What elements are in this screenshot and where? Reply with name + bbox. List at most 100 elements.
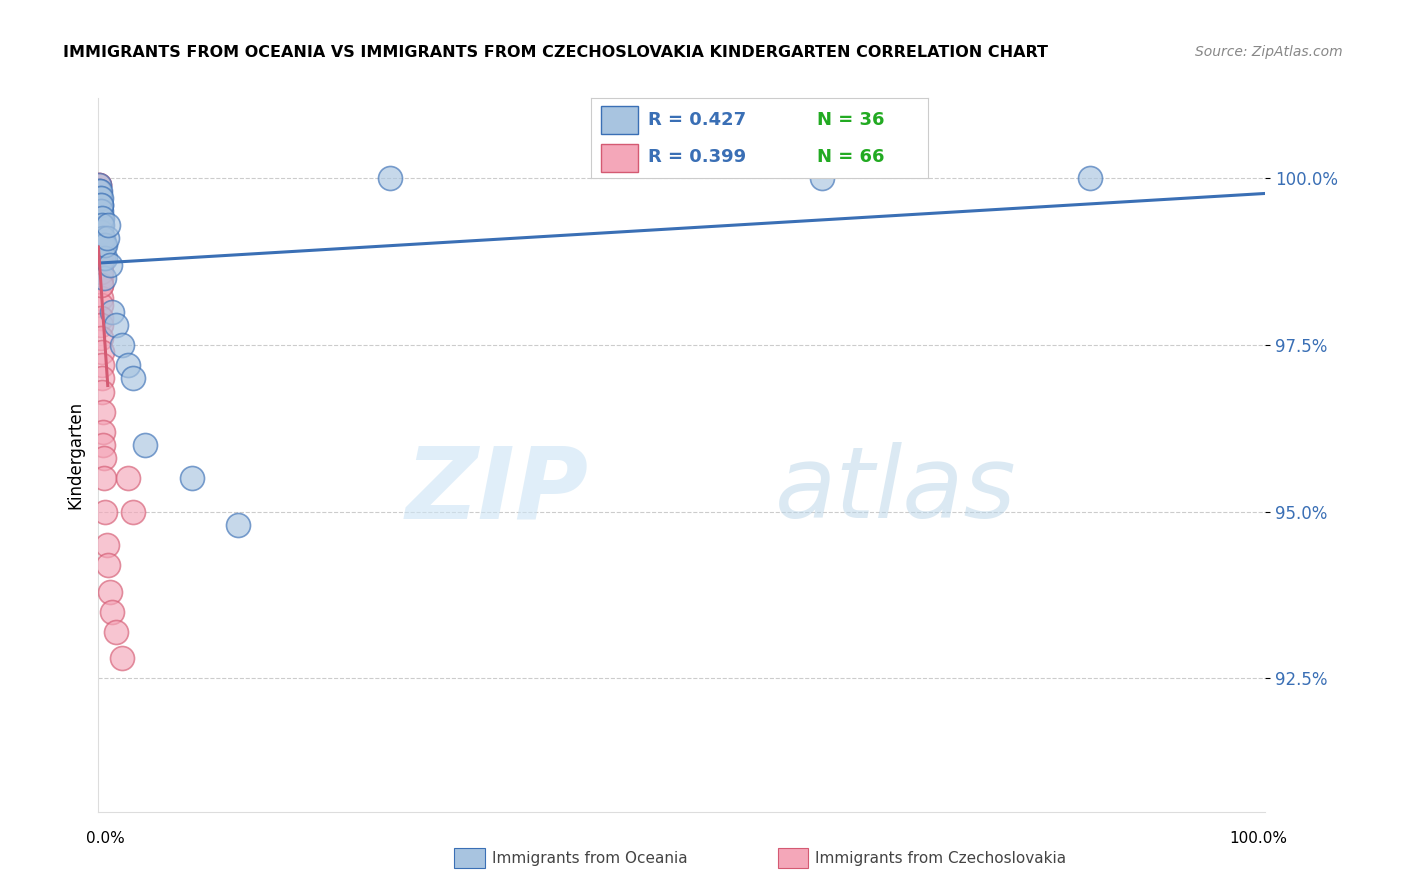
Point [94, 251, 117, 265]
Point [104, 624, 127, 639]
Point [89, 264, 111, 278]
Point [93, 451, 115, 466]
Point [94, 505, 117, 519]
Point [87, 178, 110, 192]
Point [89, 211, 111, 226]
Point [134, 438, 156, 452]
Point [90, 251, 112, 265]
Point [1080, 171, 1102, 186]
Point [89, 258, 111, 272]
Point [91, 404, 114, 418]
Point [90, 218, 112, 232]
Point [87, 185, 110, 199]
Point [90, 291, 112, 305]
Point [89, 198, 111, 212]
Point [91, 231, 114, 245]
Point [90, 237, 112, 252]
Point [90, 311, 112, 326]
Point [89, 185, 111, 199]
Text: R = 0.427: R = 0.427 [648, 111, 747, 128]
Point [93, 471, 115, 485]
Text: 100.0%: 100.0% [1229, 831, 1288, 846]
Point [89, 191, 111, 205]
Point [89, 251, 111, 265]
Point [87, 198, 110, 212]
Point [89, 237, 111, 252]
Text: N = 66: N = 66 [817, 148, 884, 166]
Point [97, 558, 120, 572]
Point [89, 258, 111, 272]
Point [180, 471, 202, 485]
Point [89, 198, 111, 212]
Point [90, 331, 112, 345]
Text: ZIP: ZIP [405, 442, 589, 539]
Point [89, 218, 111, 232]
Point [89, 191, 111, 205]
Point [90, 211, 112, 226]
Point [89, 204, 111, 219]
Point [89, 225, 111, 239]
Point [89, 185, 111, 199]
Point [101, 605, 124, 619]
Point [101, 304, 124, 318]
Point [89, 198, 111, 212]
Point [89, 251, 111, 265]
Point [89, 204, 111, 219]
Point [90, 191, 112, 205]
Point [91, 438, 114, 452]
Point [89, 218, 111, 232]
Text: N = 36: N = 36 [817, 111, 884, 128]
Point [90, 318, 112, 332]
Point [89, 198, 111, 212]
Point [89, 218, 111, 232]
Point [104, 318, 127, 332]
Point [87, 185, 110, 199]
Point [117, 358, 139, 372]
Point [89, 218, 111, 232]
Point [91, 425, 114, 439]
Point [89, 211, 111, 226]
Point [89, 185, 111, 199]
Point [90, 358, 112, 372]
Point [90, 298, 112, 312]
Point [87, 178, 110, 192]
Point [89, 244, 111, 259]
Point [122, 371, 145, 385]
Point [96, 538, 118, 552]
Point [87, 191, 110, 205]
Point [89, 237, 111, 252]
Point [89, 211, 111, 226]
Point [96, 231, 118, 245]
Point [111, 651, 134, 665]
Point [89, 231, 111, 245]
Text: R = 0.399: R = 0.399 [648, 148, 747, 166]
Point [91, 251, 114, 265]
Point [89, 237, 111, 252]
Point [89, 225, 111, 239]
Y-axis label: Kindergarten: Kindergarten [66, 401, 84, 509]
Point [90, 371, 112, 385]
Point [94, 237, 117, 252]
Point [89, 198, 111, 212]
Point [90, 225, 112, 239]
Point [380, 171, 402, 186]
Point [90, 344, 112, 359]
Text: Immigrants from Czechoslovakia: Immigrants from Czechoslovakia [815, 851, 1067, 865]
Point [811, 171, 834, 186]
Point [90, 277, 112, 292]
Point [98, 584, 121, 599]
Point [97, 218, 120, 232]
Point [87, 178, 110, 192]
Point [89, 198, 111, 212]
Point [89, 237, 111, 252]
Point [90, 218, 112, 232]
Point [87, 204, 110, 219]
Text: 0.0%: 0.0% [86, 831, 125, 846]
Point [90, 204, 112, 219]
FancyBboxPatch shape [600, 106, 638, 134]
Point [93, 237, 115, 252]
Point [228, 518, 250, 533]
Point [89, 231, 111, 245]
Text: atlas: atlas [775, 442, 1017, 539]
Point [90, 277, 112, 292]
